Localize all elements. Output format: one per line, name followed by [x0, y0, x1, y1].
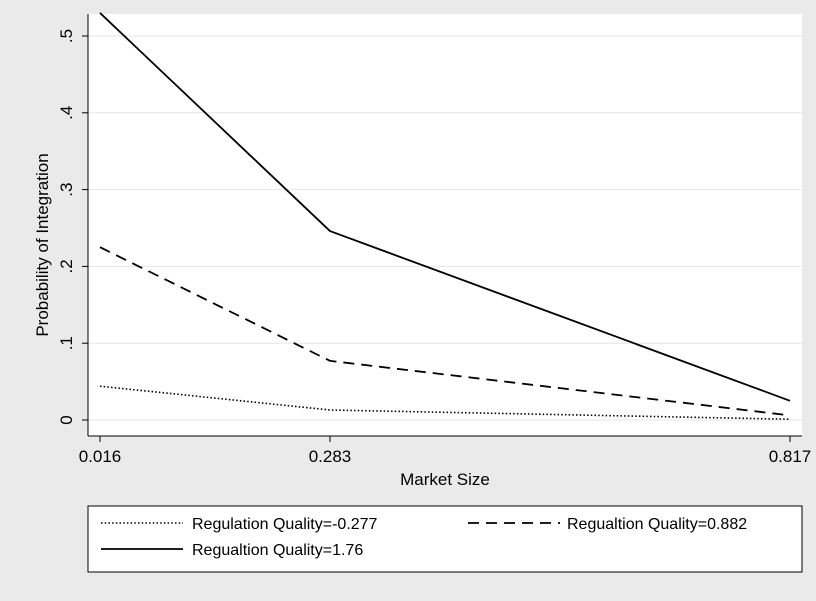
series-layer — [99, 12, 791, 421]
series-line-3 — [99, 12, 791, 402]
y-tick-label: .5 — [57, 29, 76, 43]
y-tick-label: .4 — [57, 106, 76, 120]
grid-layer — [88, 35, 802, 421]
y-tick-label: 0 — [57, 415, 76, 424]
y-tick-label: .1 — [57, 336, 76, 350]
x-tick-layer: 0.016 0.283 0.817 — [79, 436, 812, 466]
legend: Regulation Quality=-0.277 Regualtion Qua… — [87, 505, 803, 573]
x-axis-label: Market Size — [400, 470, 490, 489]
y-tick-label: .2 — [57, 259, 76, 273]
legend-label-series-2: Regualtion Quality=0.882 — [567, 516, 747, 533]
y-tick-label: .3 — [57, 183, 76, 197]
x-tick-label: 0.016 — [79, 447, 122, 466]
x-tick-label: 0.817 — [769, 447, 812, 466]
series-line-1 — [99, 385, 791, 421]
legend-box — [87, 505, 803, 573]
axes-layer — [87, 14, 802, 437]
y-axis-label: Probability of Integration — [33, 153, 52, 336]
x-tick-label: 0.283 — [309, 447, 352, 466]
plot-area-background — [88, 14, 802, 436]
legend-label-series-3: Regualtion Quality=1.76 — [192, 542, 363, 559]
series-line-2 — [99, 246, 791, 417]
legend-label-series-1: Regulation Quality=-0.277 — [192, 516, 378, 533]
y-tick-layer: 0 .1 .2 .3 .4 .5 — [57, 29, 88, 425]
